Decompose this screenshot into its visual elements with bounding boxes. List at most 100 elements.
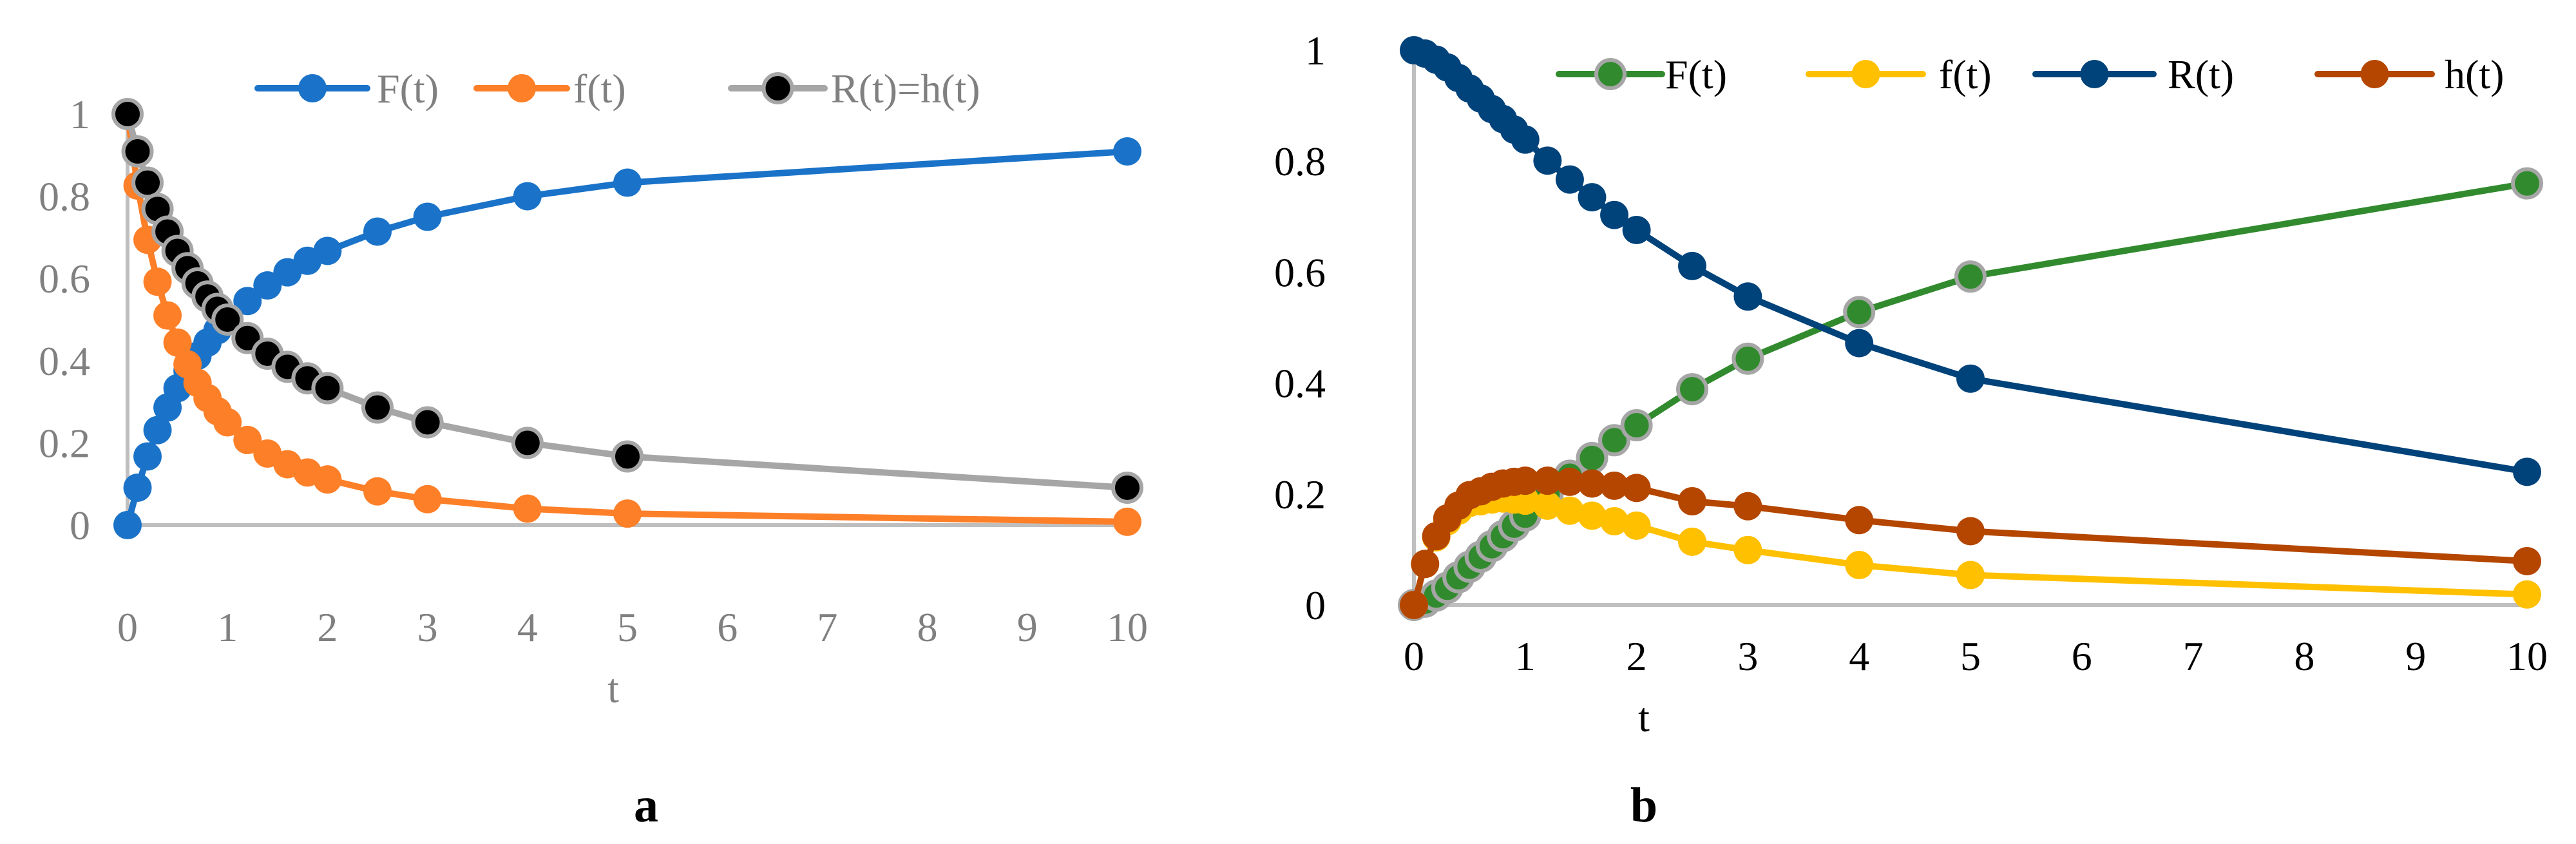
data-point [1555, 165, 1584, 194]
x-axis-label: t [1638, 695, 1650, 740]
legend-marker [2360, 60, 2389, 88]
data-point [111, 98, 144, 130]
data-point [1733, 492, 1762, 521]
data-point [1113, 137, 1141, 166]
legend-item: F(t) [254, 66, 439, 111]
legend-label: F(t) [1665, 52, 1727, 97]
data-point [163, 328, 192, 357]
data-point [313, 465, 342, 494]
y-tick-label: 1 [1305, 28, 1326, 73]
legend-marker [1851, 60, 1880, 88]
data-point [613, 168, 642, 197]
data-point [613, 499, 642, 528]
data-point [121, 135, 154, 168]
x-tick-label: 6 [717, 604, 738, 650]
chart-b: t b 00.20.40.60.810 1 2 3 4 5 6 7 8 9 10F(t) f(t) R(… [1274, 28, 2548, 832]
x-tick-label: 9 [2405, 633, 2426, 679]
y-tick-label: 1 [70, 91, 90, 137]
panel-label: b [1630, 778, 1657, 832]
data-point [363, 217, 392, 246]
data-point [153, 301, 182, 330]
panel-label: a [634, 778, 658, 832]
data-point [233, 287, 262, 316]
data-point [143, 416, 172, 445]
data-point [1678, 251, 1706, 280]
x-tick-label: 9 [1017, 604, 1038, 650]
data-point [213, 408, 242, 437]
legend-item: F(t) [1556, 52, 1727, 97]
data-point [1533, 491, 1562, 520]
x-tick-label: 6 [2072, 633, 2092, 679]
series-2 [111, 98, 1143, 504]
y-tick-label: 0 [70, 503, 90, 548]
data-point [1622, 215, 1651, 244]
data-point [133, 442, 162, 471]
legend-label: h(t) [2445, 52, 2504, 97]
data-point [411, 406, 444, 439]
data-point [211, 303, 244, 336]
y-tick-label: 0.8 [1274, 139, 1326, 184]
data-point [1845, 551, 1874, 580]
y-tick-label: 0.8 [39, 174, 90, 220]
x-tick-label: 4 [517, 604, 538, 650]
legend-item: f(t) [1806, 52, 1992, 97]
data-point [1845, 506, 1874, 535]
data-point [1600, 200, 1629, 229]
data-point [1732, 342, 1764, 375]
x-tick-label: 3 [1737, 633, 1758, 679]
x-tick-label: 7 [817, 604, 837, 650]
data-point [2511, 167, 2543, 200]
data-point [1622, 474, 1651, 503]
data-point [311, 372, 344, 405]
y-tick-label: 0.4 [39, 338, 90, 384]
data-point [1598, 424, 1631, 457]
data-point [611, 440, 644, 473]
data-point [2513, 546, 2541, 575]
x-tick-label: 1 [1515, 633, 1536, 679]
data-point [131, 166, 164, 199]
data-point [1954, 260, 1987, 293]
data-point [413, 202, 442, 231]
data-point [1113, 507, 1141, 536]
data-point [1620, 409, 1653, 442]
data-point [1600, 471, 1629, 500]
data-point [313, 236, 342, 265]
legend-item: R(t) [2032, 52, 2234, 97]
series-3 [1400, 466, 2541, 619]
data-point [1533, 466, 1562, 495]
x-tick-label: 0 [117, 604, 138, 650]
data-point [253, 271, 282, 300]
data-point [1678, 527, 1706, 556]
x-tick-label: 8 [2294, 633, 2314, 679]
data-point [233, 425, 262, 454]
x-axis-label: t [607, 666, 619, 711]
y-tick-label: 0.2 [1274, 472, 1326, 517]
data-point [1956, 364, 1985, 393]
data-point [513, 494, 542, 523]
data-point [1111, 471, 1143, 504]
data-point [123, 473, 152, 502]
data-point [513, 182, 542, 211]
legend-label: R(t) [2168, 52, 2234, 97]
data-point [1578, 469, 1607, 498]
legend-label: R(t)=h(t) [831, 66, 980, 111]
x-tick-label: 3 [417, 604, 438, 650]
data-point [1676, 373, 1708, 406]
data-point [363, 477, 392, 506]
y-tick-label: 0.6 [1274, 249, 1326, 295]
chart-a: t a 00.20.40.60.810 1 2 3 4 5 6 7 8 9 10F(t) f(t) R(… [39, 66, 1148, 832]
data-point [1578, 501, 1607, 530]
data-point [413, 484, 442, 513]
data-point [1533, 146, 1562, 175]
data-point [1956, 517, 1985, 546]
data-point [1511, 466, 1540, 495]
data-point [1622, 511, 1651, 540]
data-point [1843, 296, 1876, 329]
data-point [1845, 329, 1874, 358]
data-point [2513, 457, 2541, 486]
y-tick-label: 0 [1305, 582, 1326, 628]
x-tick-label: 2 [1627, 633, 1647, 679]
data-point [1400, 591, 1428, 619]
legend-label: F(t) [377, 66, 439, 111]
